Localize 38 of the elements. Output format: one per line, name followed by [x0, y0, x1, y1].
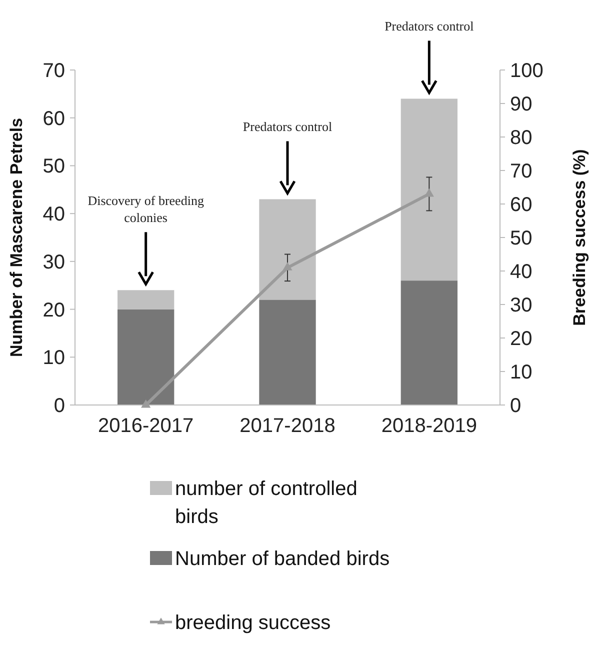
y-tick-label: 60	[42, 108, 65, 130]
legend-label: number of controlled birds	[175, 478, 358, 528]
y2-tick-label: 20	[510, 328, 532, 350]
bar	[118, 309, 174, 405]
y-tick-label: 0	[54, 395, 65, 417]
annotation: Discovery of breeding colonies	[88, 193, 204, 226]
bar	[118, 290, 174, 310]
bar	[400, 280, 458, 405]
y2-tick-label: 0	[510, 395, 522, 417]
bar	[259, 199, 316, 300]
bar	[400, 98, 458, 281]
annotation: Predators control	[242, 119, 332, 134]
y2-tick-label: 80	[510, 127, 532, 149]
point	[141, 399, 151, 408]
y-axis-title: Number of Mascarene Petrels	[7, 118, 26, 358]
x-tick-label: 2016-2017	[98, 415, 194, 437]
y-tick-label: 70	[42, 60, 65, 82]
y2-tick-label: 90	[510, 94, 532, 116]
bar	[259, 300, 316, 405]
point	[282, 262, 292, 270]
y-tick-label: 50	[42, 156, 65, 178]
y2-tick-label: 50	[510, 228, 532, 250]
y-tick-label: 40	[42, 204, 65, 226]
y-tick-label: 30	[42, 251, 65, 274]
legend-label: Number of banded birds	[175, 548, 390, 570]
y2-axis-title: Breeding success (%)	[570, 149, 589, 326]
y2-tick-label: 30	[510, 294, 532, 316]
legend-label: breeding success	[175, 612, 331, 634]
y2-tick-label: 10	[510, 362, 532, 384]
y2-tick-label: 70	[510, 160, 532, 182]
y-tick-label: 20	[42, 299, 65, 322]
text: Predators control	[384, 18, 474, 34]
y2-tick-label: 40	[510, 261, 532, 283]
y-tick-label: 10	[42, 347, 65, 370]
y2-tick-label: 100	[510, 60, 544, 82]
y2-tick-label: 60	[510, 194, 532, 216]
x-tick-label: 2017-2018	[240, 415, 336, 437]
x-tick-label: 2018-2019	[381, 415, 477, 437]
